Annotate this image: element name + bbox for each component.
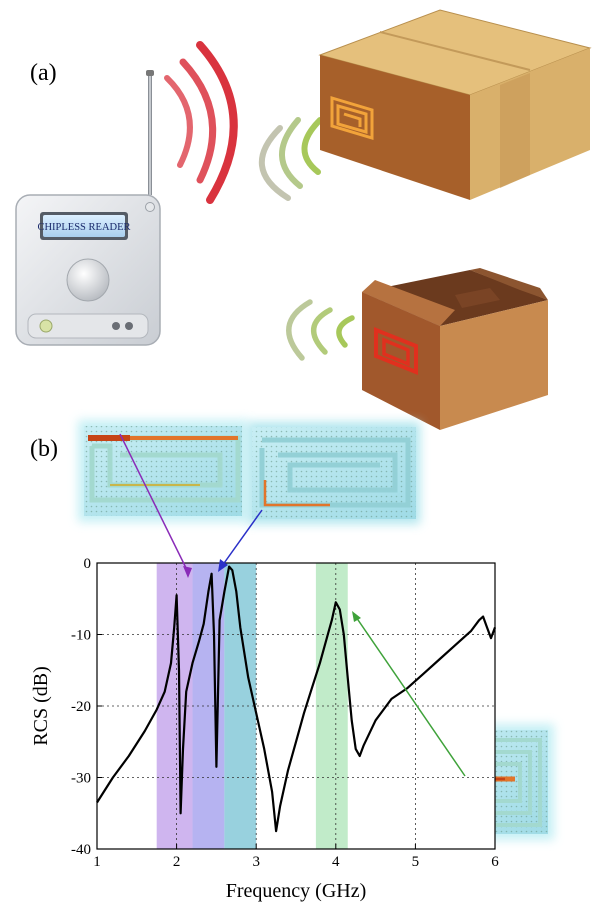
panel-label-b: (b) xyxy=(30,436,58,462)
cardboard-box-icon-bottom xyxy=(362,268,548,430)
chipless-tag-icon-bottom xyxy=(374,327,418,375)
y-tick-label--40: -40 xyxy=(71,842,91,858)
arrow-tag2 xyxy=(221,509,263,567)
tag-inset-2 xyxy=(248,422,420,524)
chipless-tag-icon-top xyxy=(330,95,374,141)
x-tick-label-3: 3 xyxy=(252,854,260,870)
x-tick-label-5: 5 xyxy=(412,854,420,870)
y-tick-label--10: -10 xyxy=(71,628,91,644)
x-tick-label-2: 2 xyxy=(173,854,181,870)
series-line-0 xyxy=(96,565,497,833)
chipless-reader-device: CHIPLESS READER xyxy=(15,194,161,346)
arrows xyxy=(119,433,466,777)
y-tick-label-0: 0 xyxy=(84,556,92,572)
panel-label-a: (a) xyxy=(30,60,57,86)
y-axis-title: RCS (dB) xyxy=(30,666,52,745)
arrow-tag1 xyxy=(119,433,189,573)
rcs-chart: 1 2 3 4 5 6 0 -10 -20 -30 -40 Frequency (GHz) RCS (d… xyxy=(30,556,499,902)
x-tick-label-4: 4 xyxy=(332,854,340,870)
x-tick-label-1: 1 xyxy=(93,854,101,870)
arrow-tag3 xyxy=(355,616,466,777)
radio-wave-icon-green-top xyxy=(259,117,323,201)
antenna-icon xyxy=(146,70,154,195)
x-axis-title: Frequency (GHz) xyxy=(226,880,367,902)
x-tick-label-6: 6 xyxy=(491,854,499,870)
reader-screen-label: CHIPLESS READER xyxy=(37,222,130,233)
y-tick-label--20: -20 xyxy=(71,699,91,715)
radio-wave-icon-green-bottom xyxy=(286,299,355,361)
tag-inset-1 xyxy=(78,420,248,522)
cardboard-box-icon-top xyxy=(318,9,592,200)
y-tick-label--30: -30 xyxy=(71,771,91,787)
band-2 xyxy=(224,563,257,849)
radio-wave-icon-red xyxy=(164,41,238,204)
